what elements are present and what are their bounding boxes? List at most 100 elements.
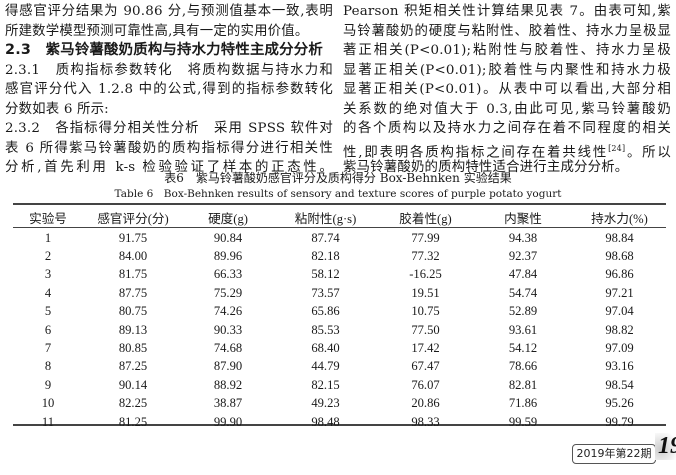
- table-row: 10 82.25 38.87 49.23 20.86 71.86 95.26: [13, 395, 666, 413]
- table-cell: 76.07: [411, 377, 440, 392]
- table-cell: 95.26: [605, 396, 634, 411]
- text-line: 性,即表明各质构指标之间存在着共线性[24]。所以: [343, 139, 671, 159]
- table-cell: 54.74: [508, 285, 538, 300]
- text-line: 关系数的绝对值大于 0.3,由此可见,紫马铃薯酸奶: [343, 101, 671, 117]
- table-cell: 74.68: [213, 341, 243, 356]
- table-cell: 97.09: [605, 341, 634, 356]
- table-cell: 47.84: [508, 267, 538, 282]
- table-cell: 10: [41, 396, 55, 411]
- table-cell: 4: [44, 285, 52, 300]
- table-cell: 81.75: [118, 267, 148, 282]
- table-bottom-rule: [13, 424, 666, 426]
- table-cell: 97.04: [605, 304, 634, 319]
- text-line: 分数如表 6 所示:: [5, 101, 109, 117]
- table-cell: 90.33: [213, 322, 243, 337]
- table-cell: 99.90: [213, 414, 243, 429]
- table-cell: 78.66: [508, 359, 538, 374]
- header-gumminess: 胶着性(g): [399, 211, 452, 226]
- table-cell: 49.23: [311, 396, 340, 411]
- text-line: Pearson 积矩相关性计算结果见表 7。由表可知,紫: [343, 4, 671, 19]
- text-line: 感官评分代入 1.2.8 中的公式,得到的指标参数转化: [5, 82, 333, 97]
- text-line: 著正相关(P<0.01);粘附性与胶着性、持水力呈极: [343, 43, 671, 58]
- table-cell: 80.75: [118, 304, 148, 319]
- table-cell: 87.75: [118, 285, 148, 300]
- table-cell: 93.61: [508, 322, 538, 337]
- table-cell: 98.48: [311, 414, 340, 429]
- table-cell: 98.68: [605, 249, 634, 264]
- table-cell: 10.75: [411, 304, 440, 319]
- table-cell: 98.84: [605, 230, 634, 245]
- text-line: 表 6 所得紫马铃薯酸奶的质构指标得分进行相关性: [5, 140, 333, 156]
- table-cell: 97.21: [605, 285, 634, 300]
- text-line: 马铃薯酸奶的硬度与粘附性、胶着性、持水力呈极显: [343, 23, 671, 39]
- header-cohesiveness: 内聚性: [504, 211, 542, 226]
- table-caption-zh: 表6 紫马铃薯酸奶感官评分及质构得分 Box-Behnken 实验结果: [164, 171, 512, 185]
- table-cell: 87.74: [311, 230, 340, 245]
- table-cell: 87.25: [118, 359, 148, 374]
- table-cell: 65.86: [311, 304, 340, 319]
- table-cell: 92.37: [508, 249, 538, 264]
- table-cell: 74.26: [213, 304, 243, 319]
- header-adhesiveness: 粘附性(g·s): [294, 211, 357, 226]
- table-cell: 19.51: [411, 285, 440, 300]
- table-header-row: 实验号 感官评分(分) 硬度(g) 粘附性(g·s) 胶着性(g) 内聚性 持水…: [13, 205, 666, 229]
- table-cell: 98.82: [605, 322, 634, 337]
- text-line: 紫马铃薯酸奶的质构特性适合进行主成分分析。: [343, 160, 629, 175]
- table-cell: 7: [44, 341, 52, 356]
- table-row: 2 84.00 89.96 82.18 77.32 92.37 98.68: [13, 247, 666, 265]
- subsection-heading: 2.3.1 质构指标参数转化 将质构数据与持水力和: [5, 62, 333, 78]
- header-water-holding: 持水力(%): [591, 211, 648, 226]
- table-cell: 82.18: [311, 249, 340, 264]
- page-number: 19: [655, 433, 676, 460]
- table-cell: 81.25: [118, 414, 148, 429]
- table-cell: 11: [41, 414, 55, 429]
- table-cell: 98.54: [605, 377, 634, 392]
- text-span: 性,即表明各质构指标之间存在着共线性: [343, 144, 609, 158]
- table-cell: 82.81: [508, 377, 538, 392]
- text-span: 。所以: [625, 144, 671, 158]
- table-row: 6 89.13 90.33 85.53 77.50 93.61 98.82: [13, 321, 666, 339]
- table-cell: 87.90: [213, 359, 243, 374]
- table-cell: 58.12: [311, 267, 340, 282]
- table-cell: 94.38: [508, 230, 538, 245]
- table-cell: 9: [44, 377, 52, 392]
- table-cell: 52.89: [508, 304, 538, 319]
- section-heading: 2.3 紫马铃薯酸奶质构与持水力特性主成分分析: [5, 42, 323, 58]
- table-cell: 77.32: [411, 249, 440, 264]
- text-line: 显著正相关(P<0.01)。从表中可以看出,大部分相: [343, 82, 671, 97]
- table-cell: 1: [44, 230, 52, 245]
- table-row: 9 90.14 88.92 82.15 76.07 82.81 98.54: [13, 376, 666, 394]
- table-cell: 82.25: [118, 396, 148, 411]
- table-row: 8 87.25 87.90 44.79 67.47 78.66 93.16: [13, 358, 666, 376]
- table-cell: 89.13: [118, 322, 148, 337]
- table-cell: 90.84: [213, 230, 243, 245]
- table-cell: 88.92: [213, 377, 243, 392]
- table-cell: 77.99: [411, 230, 440, 245]
- table-cell: 8: [44, 359, 52, 374]
- table-cell: 96.86: [605, 267, 634, 282]
- table-cell: 20.86: [411, 396, 440, 411]
- text-line: 显著正相关(P<0.01);胶着性与内聚性和持水力极: [343, 62, 671, 78]
- table-row: 3 81.75 66.33 58.12 -16.25 47.84 96.86: [13, 266, 666, 284]
- table-cell: 17.42: [411, 341, 440, 356]
- table-cell: 68.40: [311, 341, 340, 356]
- table-cell: 99.79: [605, 414, 634, 429]
- table-cell: 75.29: [213, 285, 243, 300]
- table-cell: 3: [44, 267, 52, 282]
- header-run: 实验号: [29, 211, 67, 226]
- table-cell: 73.57: [311, 285, 340, 300]
- table-header-rule: [13, 227, 666, 228]
- table-cell: 98.33: [411, 414, 440, 429]
- issue-label: 2019年第22期: [572, 444, 656, 464]
- table-cell: 85.53: [311, 322, 340, 337]
- subsection-heading: 2.3.2 各指标得分相关性分析 采用 SPSS 软件对: [5, 121, 333, 136]
- text-line: 所建数学模型预测可靠性高,具有一定的实用价值。: [5, 23, 309, 39]
- table-cell: 93.16: [605, 359, 634, 374]
- citation: [24]: [608, 143, 626, 153]
- table-cell: 38.87: [213, 396, 243, 411]
- left-text-column: 得感官评分结果为 90.86 分,与预测值基本一致,表明 所建数学模型预测可靠性…: [5, 2, 333, 178]
- table-top-rule: [13, 203, 666, 205]
- table-cell: 67.47: [411, 359, 440, 374]
- table-cell: 89.96: [213, 249, 243, 264]
- table-row: 11 81.25 99.90 98.48 98.33 99.59 99.79: [13, 413, 666, 431]
